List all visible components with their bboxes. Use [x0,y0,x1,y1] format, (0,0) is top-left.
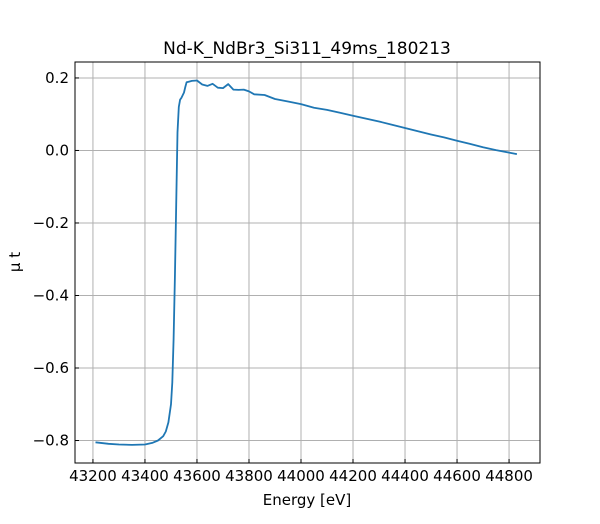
grid [75,62,540,463]
x-tick-label: 44400 [381,467,429,485]
x-tick-label: 44600 [433,467,481,485]
y-tick-label: −0.8 [33,432,69,450]
ticks: 43200 43400 43600 43800 44000 44200 44400 44600… [33,69,533,485]
y-tick-label: −0.4 [33,286,69,304]
y-tick-label: −0.6 [33,359,69,377]
y-tick-label: −0.2 [33,214,69,232]
y-tick-label: 0.2 [45,69,69,87]
series-line [95,79,518,446]
x-axis-label: Energy [eV] [263,491,351,509]
x-tick-label: 44200 [329,467,377,485]
x-tick-label: 44800 [485,467,533,485]
plot-frame [74,61,541,464]
y-axis-label: μ t [6,252,24,272]
x-tick-label: 43200 [69,467,117,485]
x-tick-label: 43600 [173,467,221,485]
x-tick-label: 43400 [121,467,169,485]
chart-title: Nd-K_NdBr3_Si311_49ms_180213 [163,39,451,59]
x-tick-label: 44000 [277,467,325,485]
y-tick-label: 0.0 [45,141,69,159]
x-tick-label: 43800 [225,467,273,485]
